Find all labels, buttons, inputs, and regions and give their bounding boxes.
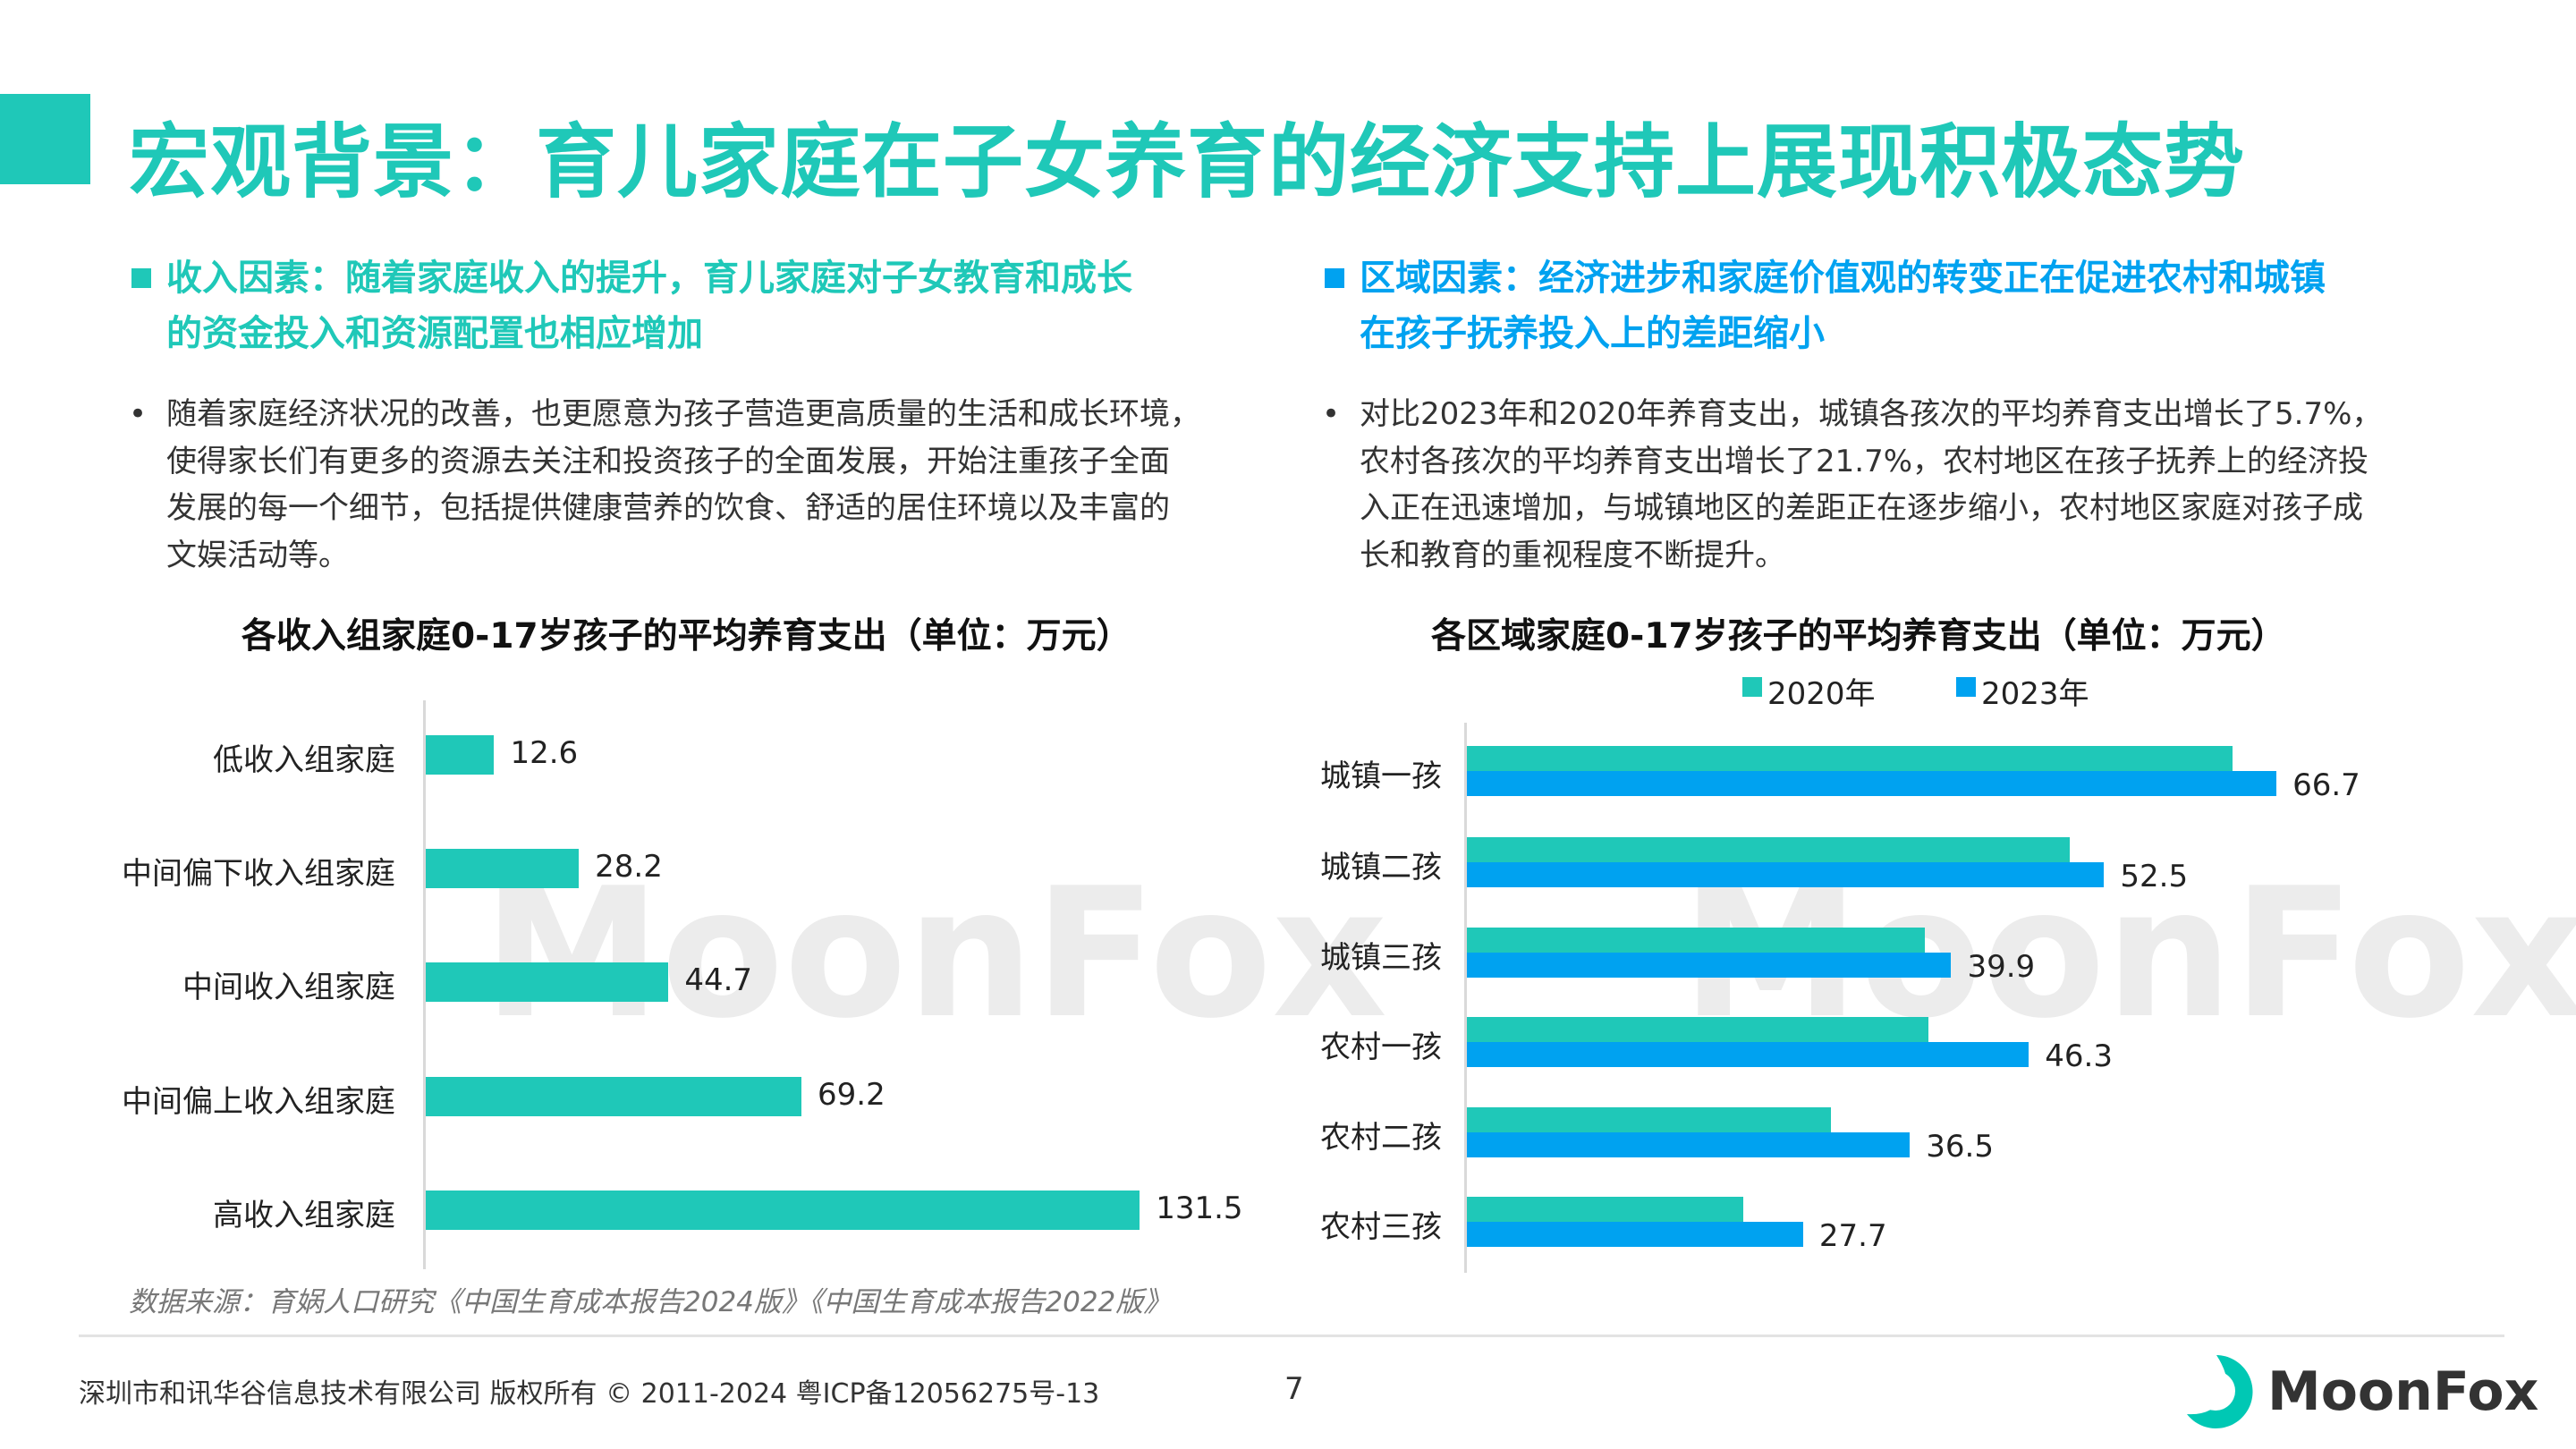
data-label: 27.7 [1818,1218,1887,1254]
bar [426,1191,1140,1230]
body-line: 入正在迅速增加，与城镇地区的差距正在逐步缩小，农村地区家庭对孩子成 [1360,490,2363,526]
body-line: 文娱活动等。 [166,537,349,573]
bar-2020年 [1467,1107,1832,1132]
data-label: 44.7 [684,962,753,998]
left-body: • 随着家庭经济状况的改善，也更愿意为孩子营造更高质量的生活和成长环境， 使得家… [129,391,1200,579]
logo-text: MoonFox [2267,1360,2539,1423]
bar-2023年 [1467,1132,1911,1157]
bar-2020年 [1467,1197,1744,1222]
data-label: 46.3 [2045,1038,2113,1074]
body-line: 农村各孩次的平均养育支出增长了21.7%，农村地区在孩子抚养上的经济投 [1360,443,2369,479]
right-body: • 对比2023年和2020年养育支出，城镇各孩次的平均养育支出增长了5.7%，… [1322,391,2383,579]
left-heading-line: 的资金投入和资源配置也相应增加 [166,313,703,354]
right-heading: 区域因素：经济进步和家庭价值观的转变正在促进农村和城镇 在孩子抚养投入上的差距缩… [1325,250,2326,361]
category-label: 城镇二孩 [1320,850,1442,886]
square-bullet-icon [1325,268,1344,288]
page-title: 宏观背景：育儿家庭在子女养育的经济支持上展现积极态势 [129,115,2245,209]
bullet-dot-icon: • [129,396,148,432]
bar-2020年 [1467,837,2071,862]
data-label: 12.6 [510,735,579,771]
footer-divider [79,1335,2504,1337]
watermark: MoonFox [483,850,1388,1058]
y-axis-line [423,700,426,1269]
bar-2020年 [1467,746,2233,771]
income-bar-chart: 低收入组家庭 12.6 中间偏下收入组家庭 28.2 中间收入组家庭 44.7 中间偏上收入… [0,0,1297,1288]
bar-2023年 [1467,953,1952,978]
bar-2023年 [1467,862,2105,887]
body-line: 使得家长们有更多的资源去关注和投资孩子的全面发展，开始注重孩子全面 [166,443,1170,479]
moonfox-logo: MoonFox [2176,1349,2538,1434]
body-line: 随着家庭经济状况的改善，也更愿意为孩子营造更高质量的生活和成长环境， [166,396,1200,432]
bullet-dot-icon: • [1322,396,1341,432]
legend-swatch-2023 [1956,677,1976,697]
right-heading-line: 区域因素：经济进步和家庭价值观的转变正在促进农村和城镇 [1360,258,2326,299]
data-label: 131.5 [1156,1191,1243,1226]
data-label: 69.2 [818,1077,886,1113]
bar-2023年 [1467,1042,2029,1067]
left-heading-line: 收入因素：随着家庭收入的提升，育儿家庭对子女教育和成长 [166,258,1132,299]
legend-label-2023: 2023年 [1981,676,2089,712]
bar-2020年 [1467,928,1925,953]
category-label: 中间偏上收入组家庭 [122,1084,395,1120]
bar [426,849,580,888]
data-label: 39.9 [1967,949,2036,985]
category-label: 中间偏下收入组家庭 [122,856,395,892]
category-label: 农村三孩 [1320,1209,1442,1245]
category-label: 农村二孩 [1320,1120,1442,1156]
copyright-footer: 深圳市和讯华谷信息技术有限公司 版权所有 © 2011-2024 粤ICP备12… [79,1378,1100,1410]
category-label: 农村一孩 [1320,1030,1442,1065]
data-label: 28.2 [595,849,663,885]
body-line: 发展的每一个细节，包括提供健康营养的饮食、舒适的居住环境以及丰富的 [166,490,1170,526]
body-line: 长和教育的重视程度不断提升。 [1360,537,1785,573]
square-bullet-icon [131,268,151,288]
right-heading-line: 在孩子抚养投入上的差距缩小 [1360,313,1825,354]
y-axis-line [1464,723,1467,1273]
bar-2023年 [1467,1222,1803,1247]
category-label: 城镇一孩 [1320,758,1442,794]
category-label: 中间收入组家庭 [182,970,395,1005]
left-heading: 收入因素：随着家庭收入的提升，育儿家庭对子女教育和成长 的资金投入和资源配置也相… [131,250,1132,361]
data-label: 66.7 [2292,767,2360,803]
right-chart-title: 各区域家庭0-17岁孩子的平均养育支出（单位：万元） [1431,616,2286,657]
data-label: 52.5 [2120,859,2189,894]
page-number: 7 [1284,1371,1304,1407]
bar [426,1077,802,1116]
data-source: 数据来源：育娲人口研究《中国生育成本报告2024版》《中国生育成本报告2022版… [129,1286,1172,1318]
body-line: 对比2023年和2020年养育支出，城镇各孩次的平均养育支出增长了5.7%， [1360,396,2383,432]
bar-2023年 [1467,771,2277,796]
moonfox-logo-icon [2187,1354,2253,1428]
legend-label-2020: 2020年 [1767,676,1876,712]
category-label: 高收入组家庭 [213,1198,395,1233]
bar [426,735,495,775]
category-label: 城镇三孩 [1320,940,1442,976]
legend-swatch-2020 [1742,677,1762,697]
title-accent-block [0,94,90,184]
data-label: 36.5 [1926,1129,1994,1165]
left-chart-title: 各收入组家庭0-17岁孩子的平均养育支出（单位：万元） [242,616,1131,657]
bar [426,962,669,1002]
category-label: 低收入组家庭 [213,742,395,778]
bar-2020年 [1467,1017,1928,1042]
region-bar-chart: 2020年 2023年 城镇一孩 66.7 城镇二孩 52.5 城镇三孩 39.9 农村一孩… [1320,676,2360,1273]
